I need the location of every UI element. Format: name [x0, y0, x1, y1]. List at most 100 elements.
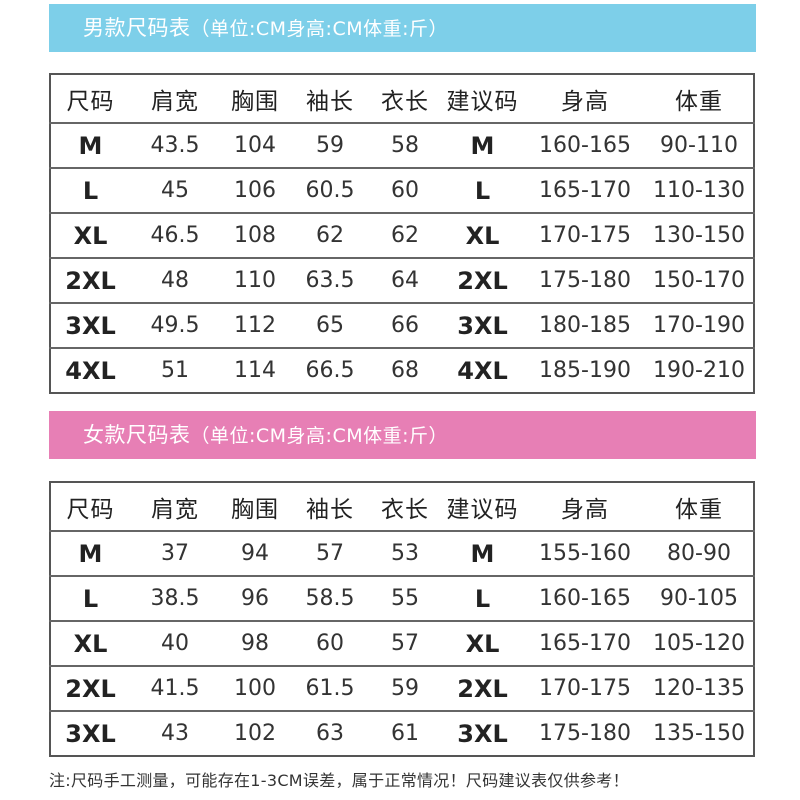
table-cell: 61.5 — [290, 666, 370, 712]
table-cell: 165-170 — [525, 168, 645, 214]
women-size-chart-header: 女款尺码表（单位:CM身高:CM体重:斤） — [49, 411, 756, 459]
table-cell: 53 — [370, 531, 440, 577]
table-cell: 65 — [290, 303, 370, 349]
table-cell: 150-170 — [645, 258, 754, 304]
table-cell: 45 — [130, 168, 220, 214]
table-cell: 43.5 — [130, 123, 220, 169]
size-cell: 3XL — [50, 303, 130, 349]
table-cell: 104 — [220, 123, 290, 169]
column-header: 尺码 — [50, 74, 130, 124]
women-size-chart-title: 女款尺码表 — [83, 423, 191, 447]
table-row: 3XL 49.5 112 65 66 3XL 180-185 170-190 — [50, 303, 754, 349]
men-size-chart-unit: （单位:CM身高:CM体重:斤） — [190, 18, 449, 40]
table-cell: 170-175 — [525, 666, 645, 712]
table-cell: 114 — [234, 358, 276, 383]
table-cell: 180-185 — [525, 303, 645, 349]
table-row: M 37 94 57 53 M 155-160 80-90 — [50, 531, 754, 577]
size-cell: 2XL — [50, 666, 130, 712]
table-cell: 62 — [370, 213, 440, 259]
table-cell: 62 — [290, 213, 370, 259]
table-cell: 51 — [161, 358, 189, 383]
table-cell: 64 — [370, 258, 440, 304]
table-cell: 41.5 — [130, 666, 220, 712]
women-size-chart-unit: （单位:CM身高:CM体重:斤） — [190, 425, 449, 447]
table-cell: 170-175 — [525, 213, 645, 259]
size-cell: 3XL — [440, 303, 525, 349]
table-cell: 38.5 — [130, 576, 220, 622]
table-cell: 105-120 — [645, 621, 754, 667]
table-cell: 60.5 — [290, 168, 370, 214]
table-cell: 98 — [220, 621, 290, 667]
table-cell: 63 — [316, 721, 344, 746]
table-cell: 60 — [370, 168, 440, 214]
table-cell: 60 — [290, 621, 370, 667]
table-row: XL 40 98 60 57 XL 165-170 105-120 — [50, 621, 754, 667]
table-header-row: 尺码 肩宽 胸围 袖长 衣长 建议码 身高 体重 — [50, 74, 754, 124]
table-cell: 96 — [220, 576, 290, 622]
table-cell: 58.5 — [290, 576, 370, 622]
column-header: 袖长 — [290, 482, 370, 532]
women-size-table: 尺码 肩宽 胸围 袖长 衣长 建议码 身高 体重 M 37 94 57 53 M 155-160 80-90… — [49, 481, 755, 757]
size-cell: XL — [440, 213, 525, 259]
table-cell: 108 — [220, 213, 290, 259]
size-cell: L — [50, 576, 130, 622]
size-cell: 3XL — [65, 719, 116, 748]
men-size-table: 尺码 肩宽 胸围 袖长 衣长 建议码 身高 体重 M 43.5 104 59 58 M 160-165 90… — [49, 73, 755, 394]
table-cell: 58 — [370, 123, 440, 169]
size-cell: M — [440, 123, 525, 169]
size-cell: 4XL — [65, 356, 116, 385]
column-header: 袖长 — [290, 74, 370, 124]
table-cell: 59 — [290, 123, 370, 169]
column-header: 身高 — [525, 482, 645, 532]
table-cell: 102 — [234, 721, 276, 746]
table-row: 2XL 48 110 63.5 64 2XL 175-180 150-170 — [50, 258, 754, 304]
table-cell: 90-105 — [645, 576, 754, 622]
table-cell: 48 — [130, 258, 220, 304]
men-size-chart-header: 男款尺码表（单位:CM身高:CM体重:斤） — [49, 4, 756, 52]
table-row: L 38.5 96 58.5 55 L 160-165 90-105 — [50, 576, 754, 622]
column-header: 体重 — [645, 482, 754, 532]
size-cell: 2XL — [440, 666, 525, 712]
table-cell: 160-165 — [525, 123, 645, 169]
table-row: 4XL 51 114 66.5 68 4XL 185-190 190-210 — [50, 348, 754, 393]
table-row: XL 46.5 108 62 62 XL 170-175 130-150 — [50, 213, 754, 259]
table-cell: 59 — [370, 666, 440, 712]
table-cell: 55 — [370, 576, 440, 622]
size-cell: L — [50, 168, 130, 214]
table-row: 2XL 41.5 100 61.5 59 2XL 170-175 120-135 — [50, 666, 754, 712]
measurement-note: 注:尺码手工测量，可能存在1-3CM误差，属于正常情况！尺码建议表仅供参考！ — [49, 771, 629, 790]
size-cell: M — [50, 123, 130, 169]
size-cell: 2XL — [50, 258, 130, 304]
table-cell: 170-190 — [645, 303, 754, 349]
table-cell: 110-130 — [645, 168, 754, 214]
table-cell: 130-150 — [645, 213, 754, 259]
table-cell: 155-160 — [525, 531, 645, 577]
table-cell: 66.5 — [305, 358, 355, 383]
table-cell: 57 — [290, 531, 370, 577]
size-cell: XL — [50, 621, 130, 667]
table-cell: 135-150 — [653, 721, 745, 746]
column-header: 尺码 — [50, 482, 130, 532]
table-cell: 112 — [220, 303, 290, 349]
size-cell: XL — [50, 213, 130, 259]
size-cell: 3XL — [457, 719, 508, 748]
table-cell: 68 — [391, 358, 419, 383]
column-header: 建议码 — [440, 74, 525, 124]
table-cell: 94 — [220, 531, 290, 577]
table-cell: 190-210 — [653, 358, 745, 383]
table-cell: 43 — [161, 721, 189, 746]
table-cell: 160-165 — [525, 576, 645, 622]
column-header: 肩宽 — [130, 74, 220, 124]
table-row: L 45 106 60.5 60 L 165-170 110-130 — [50, 168, 754, 214]
table-cell: 80-90 — [645, 531, 754, 577]
table-cell: 37 — [130, 531, 220, 577]
column-header: 肩宽 — [130, 482, 220, 532]
table-cell: 49.5 — [130, 303, 220, 349]
table-cell: 185-190 — [539, 358, 631, 383]
table-cell: 61 — [391, 721, 419, 746]
size-cell: 2XL — [440, 258, 525, 304]
table-header-row: 尺码 肩宽 胸围 袖长 衣长 建议码 身高 体重 — [50, 482, 754, 532]
column-header: 身高 — [525, 74, 645, 124]
table-cell: 40 — [130, 621, 220, 667]
table-cell: 63.5 — [290, 258, 370, 304]
